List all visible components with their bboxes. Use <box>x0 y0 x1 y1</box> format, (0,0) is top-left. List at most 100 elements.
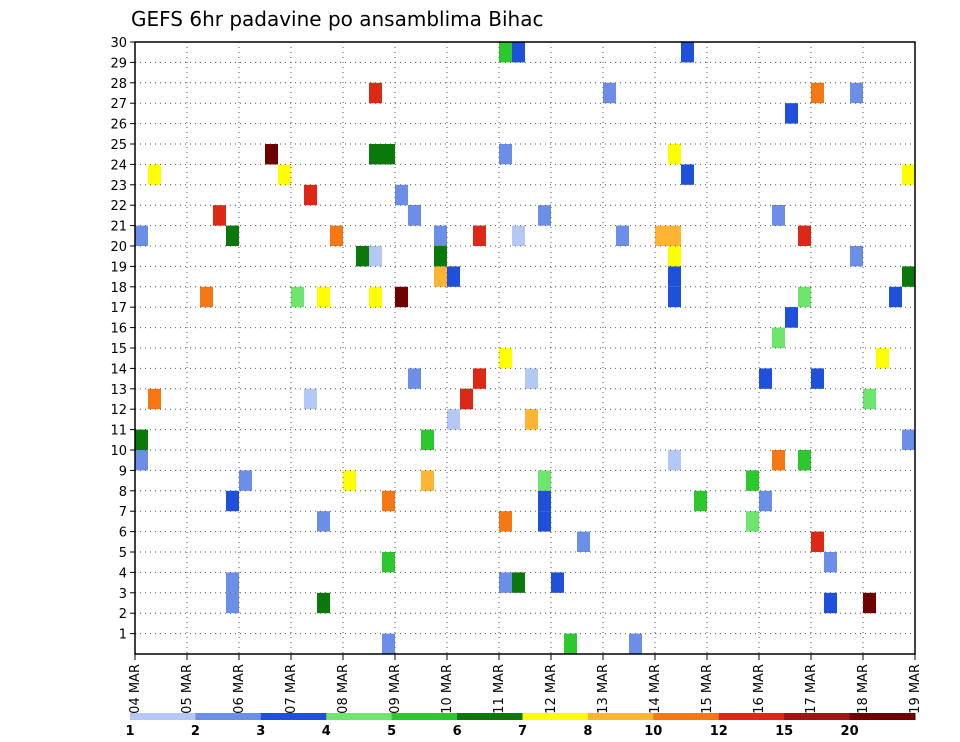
heatmap-cell <box>343 470 356 491</box>
y-tick-label: 5 <box>119 546 127 561</box>
heatmap-cell <box>538 205 551 226</box>
colorbar-swatch <box>326 713 393 720</box>
heatmap-cell <box>564 633 577 654</box>
y-tick-labels: 1234567891011121314151617181920212223242… <box>110 36 127 643</box>
heatmap-cell <box>330 225 343 246</box>
colorbar-label: 7 <box>518 724 527 739</box>
y-tick-label: 15 <box>110 342 127 357</box>
heatmap-cell <box>499 572 512 593</box>
heatmap-cell <box>772 205 785 226</box>
heatmap-cell <box>902 266 915 287</box>
heatmap-cell <box>850 246 863 267</box>
heatmap-cell <box>694 490 707 512</box>
y-tick-label: 8 <box>119 485 127 500</box>
heatmap-cell <box>798 450 811 471</box>
heatmap-cell <box>382 490 395 512</box>
heatmap-cells <box>135 42 915 654</box>
y-tick-label: 16 <box>110 322 127 337</box>
colorbar-label: 20 <box>841 724 859 739</box>
heatmap-cell <box>863 388 876 410</box>
heatmap-cell <box>395 286 408 308</box>
heatmap-cell <box>369 286 382 308</box>
heatmap-cell <box>538 490 551 512</box>
y-tick-label: 25 <box>110 138 127 153</box>
y-tick-label: 4 <box>119 566 127 581</box>
heatmap-cell <box>902 429 915 450</box>
heatmap-cell <box>824 552 837 573</box>
heatmap-cell <box>889 286 902 308</box>
heatmap-cell <box>499 42 512 63</box>
colorbar-label: 5 <box>387 724 396 739</box>
heatmap-cell <box>226 572 239 593</box>
colorbar-label: 3 <box>256 724 265 739</box>
heatmap-cell <box>382 144 395 165</box>
heatmap-cell <box>668 144 681 165</box>
y-tick-label: 17 <box>110 301 127 316</box>
x-tick-label: 12 MAR <box>544 664 559 714</box>
colorbar-swatch <box>457 713 523 720</box>
y-tick-label: 9 <box>119 464 127 479</box>
x-tick-label: 16 MAR <box>752 664 767 714</box>
heatmap-cell <box>577 531 590 552</box>
heatmap-cell <box>798 225 811 246</box>
colorbar-label: 12 <box>710 724 728 739</box>
heatmap-cell <box>811 82 824 104</box>
heatmap-cell <box>551 572 564 593</box>
heatmap-cell <box>135 429 148 450</box>
x-tick-label: 14 MAR <box>648 664 663 714</box>
heatmap-cell <box>473 225 486 246</box>
heatmap-cell <box>226 490 239 512</box>
heatmap-cell <box>447 266 460 287</box>
heatmap-cell <box>538 470 551 491</box>
heatmap-cell <box>473 368 486 389</box>
heatmap-cell <box>798 286 811 308</box>
heatmap-cell <box>213 205 226 226</box>
y-tick-label: 29 <box>110 56 127 71</box>
x-tick-label: 09 MAR <box>388 664 403 714</box>
heatmap-cell <box>421 429 434 450</box>
heatmap-cell <box>317 592 330 614</box>
colorbar-swatch <box>522 713 589 720</box>
x-tick-label: 19 MAR <box>908 664 923 714</box>
heatmap-cell <box>265 144 278 165</box>
heatmap-cell <box>499 348 512 369</box>
heatmap-cell <box>746 511 759 532</box>
heatmap-cell <box>226 225 239 246</box>
colorbar-swatch <box>718 713 785 720</box>
y-tick-label: 1 <box>119 628 127 643</box>
y-tick-label: 21 <box>110 220 127 235</box>
heatmap-cell <box>681 42 694 63</box>
heatmap-cell <box>668 266 681 287</box>
colorbar-label: 2 <box>191 724 200 739</box>
heatmap-cell <box>746 470 759 491</box>
x-tick-label: 17 MAR <box>804 664 819 714</box>
heatmap-cell <box>759 490 772 512</box>
x-tick-label: 06 MAR <box>232 664 247 714</box>
heatmap-cell <box>304 184 317 206</box>
colorbar-swatch <box>195 713 262 720</box>
y-tick-label: 2 <box>119 607 127 622</box>
colorbar-label: 4 <box>322 724 331 739</box>
chart-title: GEFS 6hr padavine po ansamblima Bihac <box>131 7 543 31</box>
heatmap-cell <box>902 164 915 185</box>
heatmap-cell <box>278 164 291 185</box>
y-tick-label: 20 <box>110 240 127 255</box>
x-tick-label: 07 MAR <box>284 664 299 714</box>
heatmap-cell <box>538 511 551 532</box>
heatmap-cell <box>382 633 395 654</box>
heatmap-cell <box>369 82 382 104</box>
heatmap-cell <box>304 388 317 410</box>
y-tick-label: 28 <box>110 77 127 92</box>
colorbar-swatch <box>391 713 458 720</box>
heatmap-cell <box>408 368 421 389</box>
colorbar-swatch <box>587 713 654 720</box>
heatmap-cell <box>876 348 889 369</box>
colorbar-swatch <box>653 713 720 720</box>
heatmap-cell <box>811 368 824 389</box>
heatmap-cell <box>629 633 642 654</box>
x-tick-label: 04 MAR <box>128 664 143 714</box>
y-tick-label: 10 <box>110 444 127 459</box>
heatmap-cell <box>512 225 525 246</box>
y-tick-label: 27 <box>110 97 127 112</box>
heatmap-cell <box>863 592 876 614</box>
